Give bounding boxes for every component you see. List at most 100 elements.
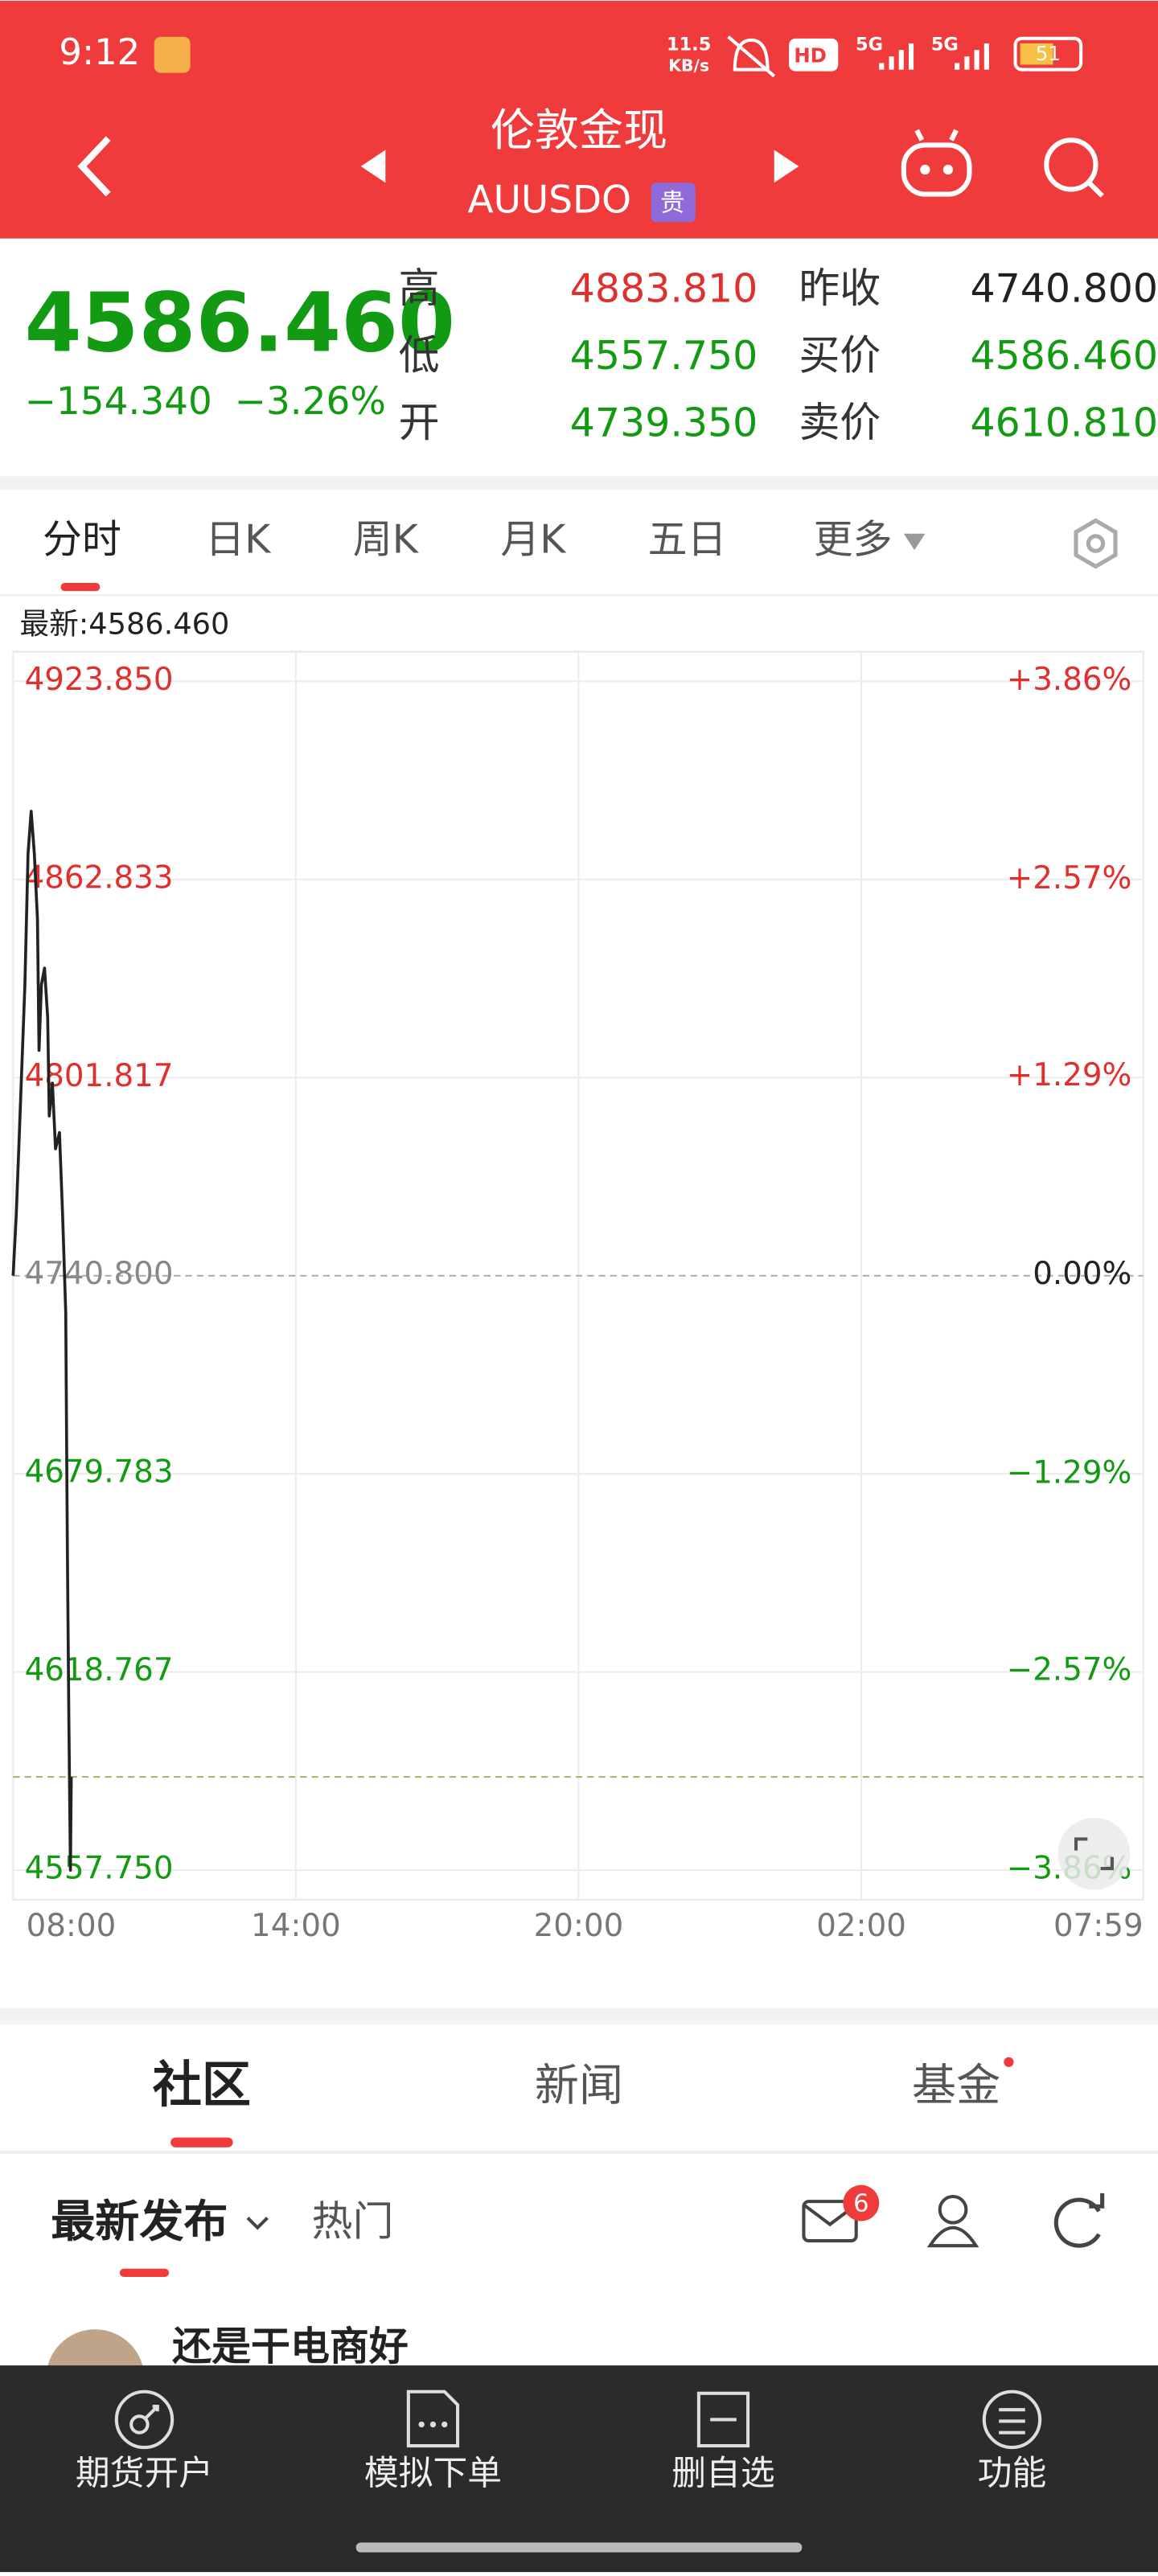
- stat-value: 4739.350: [570, 400, 758, 446]
- post-title: 还是干电商好: [172, 2324, 409, 2369]
- tab-indicator: [170, 2137, 233, 2147]
- chart: 08:00 14:00 20:00 02:00 07:59 4923.850 4862.83…: [11, 651, 1144, 1944]
- net-unit: KB/s: [668, 55, 709, 75]
- y-tick-label: 4923.850: [25, 662, 174, 698]
- home-indicator: [355, 2542, 803, 2553]
- stat-label: 卖价: [799, 400, 881, 447]
- sub-tab[interactable]: 最新发布: [51, 2196, 228, 2247]
- signal-label: 5G: [931, 34, 959, 55]
- next-button[interactable]: [774, 150, 799, 183]
- hd-text: HD: [794, 43, 827, 67]
- sub-tab[interactable]: 热门: [312, 2199, 394, 2246]
- x-tick-label: 07:59: [1053, 1908, 1144, 1944]
- last-price: 4586.460: [25, 276, 455, 371]
- divider: [0, 476, 1158, 490]
- nav-icon: [406, 2389, 460, 2448]
- y2-tick-label: +1.29%: [1007, 1057, 1132, 1093]
- signal-bars: [955, 43, 989, 70]
- signal-bars: [879, 43, 914, 70]
- y-tick-label: 4557.750: [25, 1851, 174, 1887]
- community-tab[interactable]: 社区: [153, 2057, 251, 2114]
- stat-label: 买价: [799, 333, 881, 380]
- stat-label: 低: [399, 333, 440, 380]
- settings-button[interactable]: [1074, 518, 1118, 569]
- y2-tick-label: −1.29%: [1007, 1454, 1132, 1491]
- community-tab[interactable]: 新闻: [535, 2060, 623, 2111]
- nav-label[interactable]: 期货开户: [76, 2453, 213, 2493]
- tab[interactable]: 五日: [648, 516, 727, 562]
- back-button[interactable]: [77, 136, 111, 197]
- more-arrow: [903, 533, 926, 551]
- settings-dot: [1086, 534, 1106, 553]
- divider: [0, 2008, 1158, 2024]
- nav-label[interactable]: 功能: [978, 2453, 1047, 2493]
- stat-value: 4740.800: [970, 265, 1158, 311]
- refresh-button[interactable]: [1053, 2192, 1105, 2248]
- community-tab[interactable]: 基金: [912, 2060, 1000, 2111]
- x-tick-label: 02:00: [816, 1908, 906, 1944]
- stat-label: 昨收: [799, 265, 881, 313]
- nav-label[interactable]: 模拟下单: [364, 2453, 502, 2493]
- stat-value: 4557.750: [570, 333, 758, 379]
- tab-indicator: [119, 2268, 170, 2277]
- y2-tick-label: +2.57%: [1007, 860, 1132, 896]
- header-bg: [0, 0, 1158, 239]
- new-dot: [1004, 2057, 1014, 2067]
- mail-badge: [843, 2184, 880, 2221]
- y2-tick-label: 0.00%: [1033, 1256, 1131, 1292]
- badge-bg: [651, 183, 696, 223]
- header-badge: 贵: [660, 189, 685, 217]
- stat-label: 开: [399, 400, 440, 447]
- divider: [0, 2150, 1158, 2154]
- x-tick-label: 14:00: [251, 1908, 341, 1944]
- nav-icon: [114, 2389, 175, 2450]
- prev-button[interactable]: [360, 150, 386, 183]
- search-button[interactable]: [1044, 137, 1104, 198]
- nav-label[interactable]: 删自选: [671, 2453, 774, 2493]
- user-button[interactable]: [926, 2194, 979, 2248]
- y2-tick-label: +3.86%: [1007, 662, 1132, 698]
- tab[interactable]: 月K: [500, 516, 567, 562]
- tab[interactable]: 分时: [43, 516, 121, 562]
- mail-badge-count: 6: [853, 2190, 868, 2218]
- price-change: −154.340: [25, 379, 212, 424]
- tab[interactable]: 周K: [353, 516, 420, 562]
- y2-tick-label: −2.57%: [1007, 1652, 1132, 1688]
- divider: [0, 594, 1158, 597]
- stat-value: 4883.810: [570, 265, 758, 311]
- price-change-pct: −3.26%: [235, 379, 386, 424]
- bottom-nav-bg: [0, 2365, 1158, 2573]
- mute-icon: [727, 35, 776, 78]
- y-tick-label: 4679.783: [25, 1454, 174, 1491]
- stat-value: 4610.810: [970, 400, 1158, 446]
- price-line: [11, 810, 73, 1872]
- tab-indicator: [60, 582, 101, 592]
- signal-label: 5G: [856, 34, 883, 55]
- expand-button[interactable]: [1057, 1817, 1131, 1890]
- net-speed: 11.5: [667, 34, 711, 55]
- x-tick-label: 08:00: [27, 1908, 117, 1944]
- battery-text: 51: [1036, 42, 1061, 65]
- y-tick-label: 4618.767: [25, 1652, 174, 1688]
- tab[interactable]: 日K: [205, 516, 272, 562]
- y-tick-label: 4862.833: [25, 859, 174, 896]
- latest-label: 最新:4586.460: [19, 607, 229, 642]
- nav-icon: [982, 2389, 1042, 2450]
- dropdown-arrow: [246, 2217, 269, 2230]
- stat-label: 高: [399, 265, 440, 313]
- x-tick-label: 20:00: [534, 1908, 624, 1944]
- header-title: 伦敦金现: [491, 105, 667, 156]
- app-icon: [154, 36, 191, 73]
- y-tick-label: 4801.817: [25, 1058, 174, 1094]
- header-code: AUUSDO: [467, 178, 631, 222]
- tab[interactable]: 更多: [814, 516, 893, 562]
- hd-badge: [789, 38, 839, 72]
- robot-button[interactable]: [901, 129, 972, 197]
- status-time: 9:12: [59, 31, 140, 73]
- y-tick-label: 4740.800: [25, 1256, 174, 1292]
- nav-icon: [696, 2391, 750, 2448]
- battery: [1013, 36, 1083, 72]
- stat-value: 4586.460: [970, 333, 1158, 379]
